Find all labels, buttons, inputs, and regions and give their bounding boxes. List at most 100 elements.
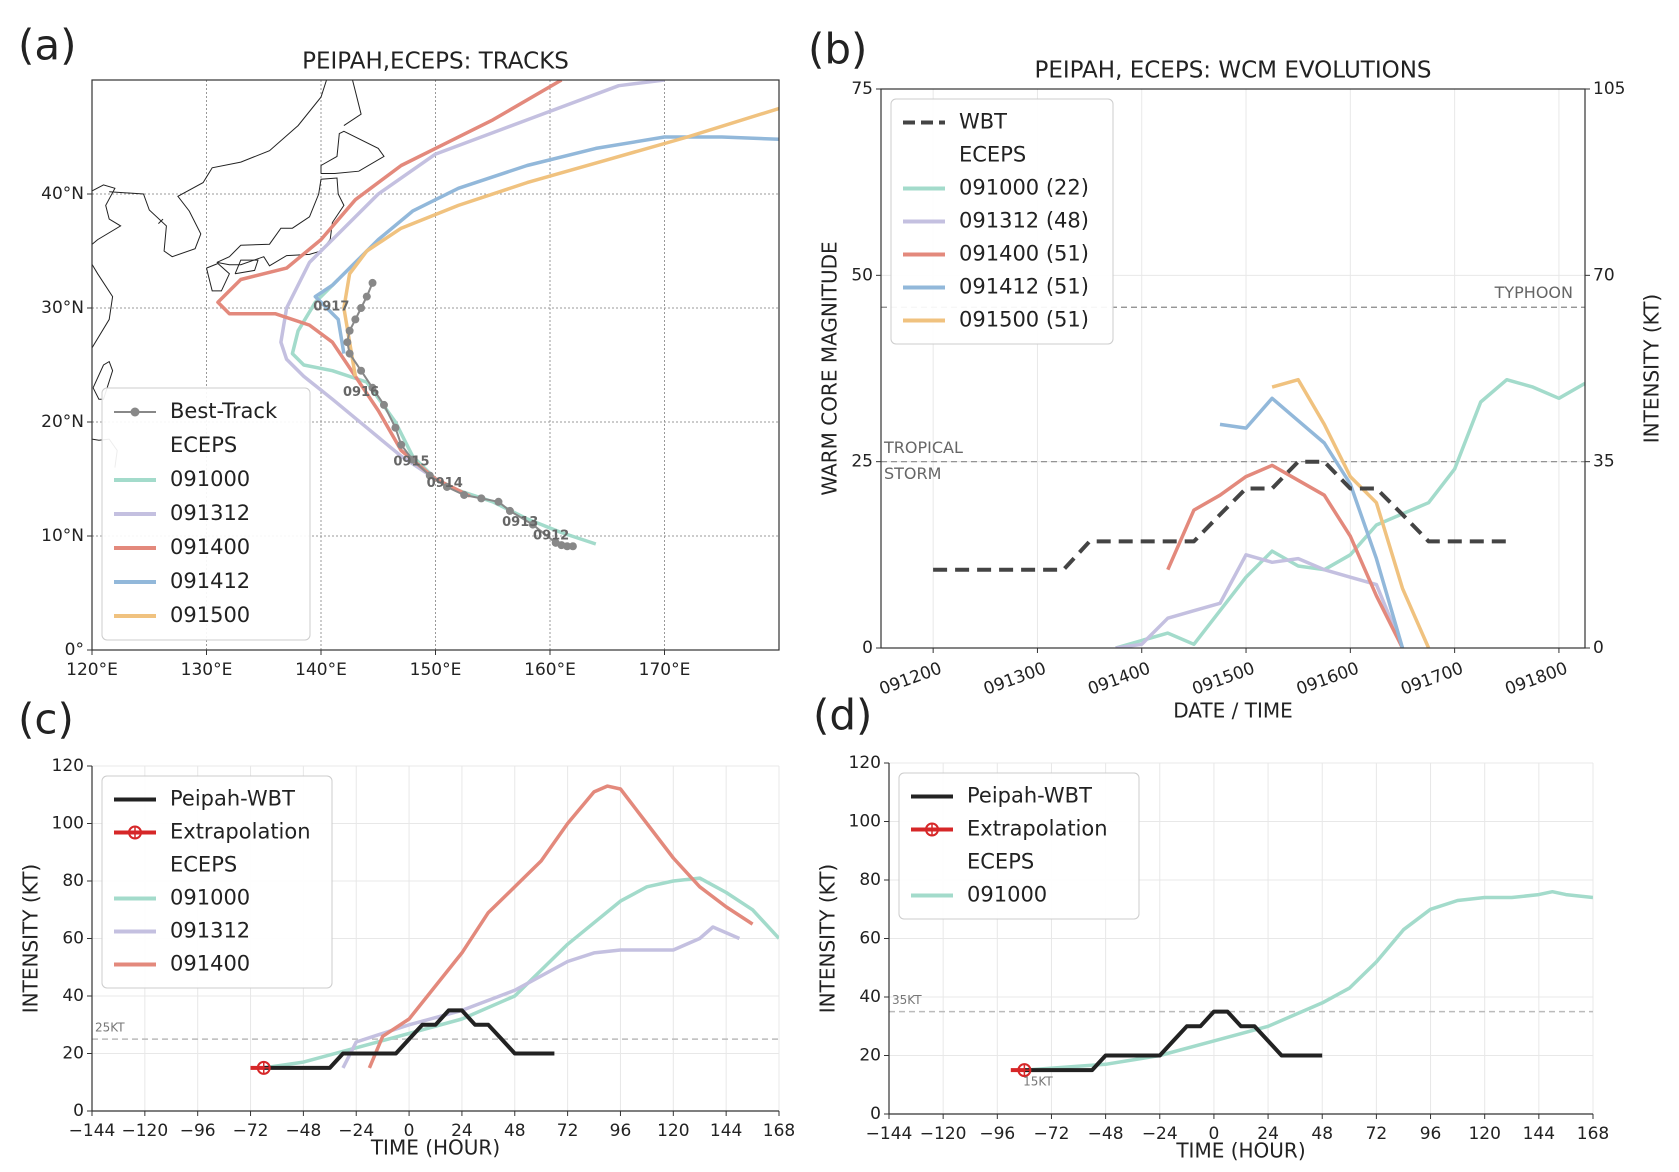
track-point bbox=[345, 326, 354, 335]
legend-label: 091000 (22) bbox=[959, 176, 1089, 200]
track-point bbox=[551, 538, 560, 547]
legend-label: Peipah-WBT bbox=[170, 787, 295, 811]
track-point bbox=[442, 482, 451, 491]
y-tick-label: 25 bbox=[851, 452, 873, 472]
x-tick-label: 168 bbox=[1577, 1124, 1609, 1144]
y-axis-label: WARM CORE MAGNITUDE bbox=[818, 241, 842, 495]
legend-title: ECEPS bbox=[967, 850, 1034, 874]
legend-label: 091400 (51) bbox=[959, 242, 1089, 266]
legend: WBT ECEPS 091000 (22) 091312 (48) 091400 (51… bbox=[890, 98, 1114, 345]
x-tick-label: 130°E bbox=[181, 660, 233, 680]
track-point bbox=[460, 490, 469, 499]
panel: (a) PEIPAH,ECEPS: TRACKS 0° 10°N 20°N 30°N 40°… bbox=[18, 21, 780, 680]
series-line bbox=[1024, 889, 1593, 1072]
track-point bbox=[528, 520, 537, 529]
y-tick-label: 60 bbox=[62, 929, 84, 949]
legend-marker-cross bbox=[926, 823, 938, 836]
plot-area bbox=[933, 377, 1585, 648]
legend-marker bbox=[130, 407, 140, 417]
legend-label: 091312 (48) bbox=[959, 209, 1089, 233]
y-tick-label: 100 bbox=[849, 812, 881, 832]
annotation: 0913 bbox=[502, 515, 538, 530]
x-tick-label: 0 bbox=[1209, 1124, 1220, 1144]
y-tick-label: 10°N bbox=[41, 526, 84, 546]
x-axis-label: DATE / TIME bbox=[1173, 699, 1293, 723]
x-tick-label: −120 bbox=[121, 1121, 168, 1141]
panel-label: (d) bbox=[813, 691, 872, 740]
track-point bbox=[343, 338, 352, 347]
series-line bbox=[1166, 463, 1405, 648]
x-tick-label: 24 bbox=[1257, 1124, 1279, 1144]
x-tick-label: 120 bbox=[657, 1121, 689, 1141]
legend-label: 091312 bbox=[170, 501, 250, 525]
x-tick-label: 168 bbox=[763, 1121, 795, 1141]
annotation: 0916 bbox=[343, 385, 379, 400]
legend-label: 091000 bbox=[967, 883, 1047, 907]
x-tick-label: 72 bbox=[557, 1121, 579, 1141]
annotation: 15KT bbox=[1023, 1074, 1053, 1088]
series-line bbox=[313, 135, 779, 354]
y-tick-label: 0 bbox=[870, 1104, 881, 1124]
legend-label: Extrapolation bbox=[170, 820, 311, 844]
legend-title: ECEPS bbox=[170, 433, 237, 457]
panel: (d) 0 20 40 60 80 100 120 −144 −120 −96 −72 −48 −24 0 2… bbox=[813, 691, 1609, 1163]
track-point bbox=[368, 278, 377, 287]
series-line bbox=[341, 925, 741, 1069]
x-tick-label: 144 bbox=[1523, 1124, 1555, 1144]
panel-label: (b) bbox=[808, 25, 867, 74]
legend-box bbox=[101, 387, 311, 641]
legend-label: 091500 (51) bbox=[959, 308, 1089, 332]
track-point bbox=[494, 497, 503, 506]
track-point bbox=[345, 349, 354, 358]
track-point bbox=[505, 506, 514, 515]
legend-label: 091312 bbox=[170, 919, 250, 943]
y-tick-label: 50 bbox=[851, 265, 873, 285]
x-tick-label: 0 bbox=[404, 1121, 415, 1141]
annotation: 0914 bbox=[427, 476, 463, 491]
legend-label: Extrapolation bbox=[967, 817, 1108, 841]
coastline bbox=[92, 360, 114, 400]
axes bbox=[888, 763, 1593, 1115]
chart-title: PEIPAH, ECEPS: WCM EVOLUTIONS bbox=[1034, 58, 1431, 84]
legend-box bbox=[898, 772, 1140, 920]
y-axis-label: INTENSITY (KT) bbox=[19, 864, 43, 1013]
x-axis-label: TIME (HOUR) bbox=[370, 1136, 500, 1160]
track-point bbox=[397, 440, 406, 449]
legend-label: 091500 bbox=[170, 603, 250, 627]
x-tick-label: −120 bbox=[920, 1124, 967, 1144]
x-tick-label: −48 bbox=[285, 1121, 321, 1141]
series-line bbox=[1219, 396, 1405, 648]
series-line bbox=[279, 80, 665, 481]
legend-title: ECEPS bbox=[959, 143, 1026, 167]
track-point bbox=[568, 542, 577, 551]
track-point bbox=[368, 383, 377, 392]
annotation: 0915 bbox=[393, 454, 429, 469]
legend: Peipah-WBT Extrapolation ECEPS 091000 091312… bbox=[101, 775, 333, 989]
x-tick-label: 48 bbox=[1311, 1124, 1333, 1144]
y2-tick-label: 0 bbox=[1593, 638, 1604, 658]
x-tick-label: 120°E bbox=[66, 660, 118, 680]
chart-title: PEIPAH,ECEPS: TRACKS bbox=[302, 49, 569, 75]
x-tick-label: 144 bbox=[710, 1121, 742, 1141]
series-line bbox=[367, 784, 754, 1069]
y-tick-label: 40°N bbox=[41, 184, 84, 204]
legend-label: WBT bbox=[959, 110, 1007, 134]
x-tick-label: −24 bbox=[1142, 1124, 1178, 1144]
x-tick-label: 160°E bbox=[524, 660, 576, 680]
coastline bbox=[234, 259, 259, 275]
x-tick-label: −96 bbox=[180, 1121, 216, 1141]
series-line bbox=[263, 876, 779, 1070]
annotation: 0912 bbox=[533, 529, 569, 544]
y2-tick-label: 105 bbox=[1593, 79, 1625, 99]
x-tick-label: −48 bbox=[1088, 1124, 1124, 1144]
x-tick-label: −72 bbox=[233, 1121, 269, 1141]
x-tick-label: 72 bbox=[1366, 1124, 1388, 1144]
y-tick-label: 20 bbox=[859, 1046, 881, 1066]
y-tick-label: 0 bbox=[862, 638, 873, 658]
series-line bbox=[263, 1008, 555, 1070]
track-point bbox=[357, 366, 366, 375]
legend-label: Best-Track bbox=[170, 399, 278, 423]
series-line bbox=[1271, 377, 1431, 648]
series-line bbox=[342, 106, 779, 377]
axes bbox=[91, 766, 779, 1112]
